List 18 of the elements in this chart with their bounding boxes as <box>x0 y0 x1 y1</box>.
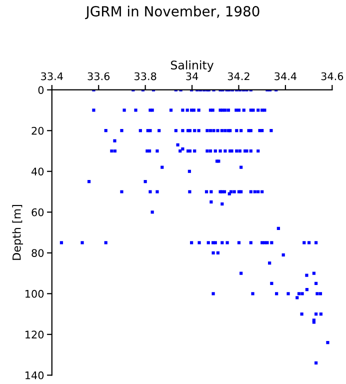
y-axis-title: Depth [m] <box>12 205 23 260</box>
x-axis-title: Salinity <box>170 60 214 72</box>
y-tick-label: 140 <box>26 371 44 380</box>
x-tick-label: 34.6 <box>321 72 344 80</box>
y-tick-label: 100 <box>26 290 44 298</box>
x-tick-label: 34.2 <box>228 72 250 80</box>
y-tick-label: 20 <box>32 126 44 135</box>
y-tick-label: 120 <box>26 330 44 339</box>
y-tick-label: 40 <box>32 168 44 176</box>
x-tick-label: 34.4 <box>274 72 296 80</box>
y-tick-label: 0 <box>38 86 44 94</box>
y-tick-label: 60 <box>32 208 44 216</box>
y-tick-label: 80 <box>32 249 44 257</box>
x-tick-label: 33.8 <box>134 72 156 80</box>
chart-title: JGRM in November, 1980 <box>85 6 260 20</box>
x-tick-label: 34 <box>186 72 198 80</box>
x-tick-label: 33.4 <box>41 72 63 80</box>
x-tick-label: 33.6 <box>88 72 110 80</box>
